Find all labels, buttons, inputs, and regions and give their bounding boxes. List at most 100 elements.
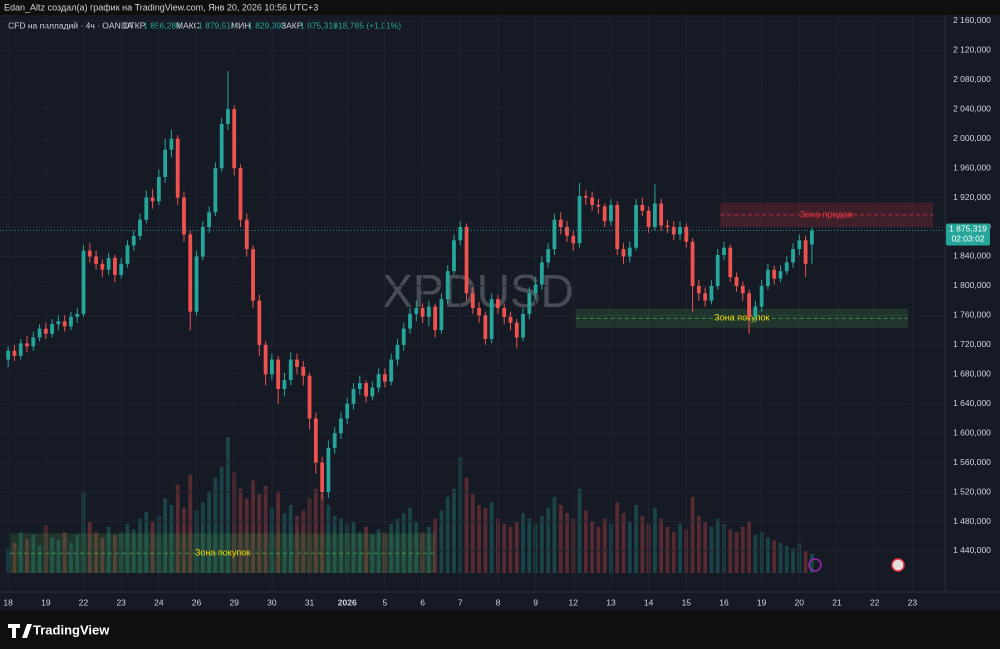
candle-body [182,197,186,235]
candle-body [144,197,149,220]
volume-bar [332,515,337,573]
candle-body [251,249,255,301]
y-tick-label: 1 720,000 [953,339,991,349]
candle-body [696,285,701,294]
x-tick-label: 8 [496,597,501,607]
candle-body [609,204,613,222]
x-tick-label: 24 [154,597,164,607]
candle-body [12,350,17,356]
open-label: ОТКР [123,20,146,30]
volume-bar [113,534,117,573]
zone-label: Зона покупок [195,548,250,558]
candle-body [621,249,626,257]
candle-body [408,313,412,329]
brand: TradingView [8,622,110,638]
candle-body [383,374,387,382]
volume-bar [188,475,193,573]
volume-bar [665,526,670,573]
volume-bar [263,485,268,573]
volume-bar [753,534,758,573]
volume-bar [320,494,325,573]
volume-bar [766,537,770,573]
brand-logo [8,624,32,638]
volume-bar [590,521,595,573]
candle-body [684,227,689,242]
volume-bar [244,498,249,573]
candle-body [452,240,456,272]
volume-bar [182,507,186,573]
candle-body [257,300,262,345]
y-tick-label: 1 800,000 [953,280,991,290]
volume-bar [640,515,645,573]
volume-bar [326,505,331,573]
candle-body [803,240,808,264]
candle-body [722,247,726,256]
x-tick-label: 15 [682,597,692,607]
candle-body [43,328,48,334]
y-tick-label: 2 160,000 [953,15,991,25]
candle-body [420,308,425,317]
volume-bar [671,532,676,573]
volume-bar [521,513,525,573]
zone-label: Зона покупок [714,313,769,323]
volume-bar [288,505,293,573]
candle-body [326,447,331,493]
volume-bar [715,518,720,573]
candle-body [131,235,136,246]
x-tick-label: 22 [79,597,89,607]
y-tick-label: 1 840,000 [953,251,991,261]
y-tick-label: 1 760,000 [953,310,991,320]
candle-body [477,308,481,316]
volume-bar [483,507,488,573]
close-value: 1 875,319 [300,20,338,30]
candle-body [458,227,463,241]
candle-body [709,285,714,301]
candle-body [94,256,98,264]
volume-bar [809,553,814,573]
candle-body [784,262,789,272]
volume-bar [213,477,218,573]
volume-bar [514,521,519,573]
flag-icon[interactable] [891,558,905,572]
candle-body [6,350,11,360]
volume-bar [18,532,23,573]
event-icon[interactable] [808,558,822,572]
x-tick-label: 23 [116,597,126,607]
candle-body [150,197,155,202]
candle-body [521,313,525,338]
x-tick-label: 14 [644,597,654,607]
candle-layer [6,70,814,500]
candle-body [514,322,519,338]
close-label: ЗАКР [281,20,303,30]
candle-body [156,176,161,202]
candle-body [433,306,438,331]
high-value: 1 879,514 [198,20,236,30]
x-tick-label: 5 [383,597,388,607]
candle-body [734,277,739,286]
candle-body [357,383,362,390]
volume-bar [138,518,142,573]
volume-bar [433,518,438,573]
volume-bar [508,526,513,573]
volume-bar [364,526,368,573]
x-tick-label: 19 [757,597,767,607]
volume-bar [50,537,55,573]
candle-body [747,293,751,317]
candle-body [615,204,620,250]
volume-bar [546,507,551,573]
x-tick-label: 12 [569,597,579,607]
candle-body [175,138,180,198]
x-tick-label: 22 [870,597,880,607]
candle-body [56,321,61,325]
volume-bar [31,534,36,573]
candle-body [119,263,124,275]
volume-bar [747,521,751,573]
volume-bar [784,545,789,573]
volume-bar [452,488,456,573]
x-tick-label: 29 [229,597,239,607]
volume-bar [558,505,563,573]
volume-bar [527,518,532,573]
candle-body [75,313,80,317]
x-tick-label: 31 [305,597,315,607]
candle-body [226,109,230,124]
